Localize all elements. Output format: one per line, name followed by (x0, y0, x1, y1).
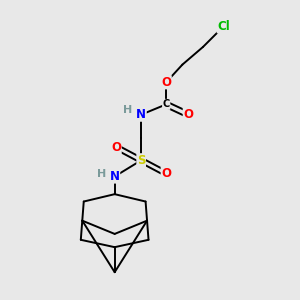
Text: N: N (136, 108, 146, 121)
Text: O: O (111, 141, 121, 154)
Text: H: H (97, 169, 106, 178)
Text: N: N (110, 170, 120, 183)
Text: C: C (163, 99, 170, 110)
Text: S: S (137, 154, 146, 167)
Text: O: O (161, 167, 171, 180)
Text: H: H (123, 105, 133, 115)
Text: O: O (183, 108, 193, 121)
Text: O: O (161, 76, 171, 89)
Text: Cl: Cl (217, 20, 230, 33)
